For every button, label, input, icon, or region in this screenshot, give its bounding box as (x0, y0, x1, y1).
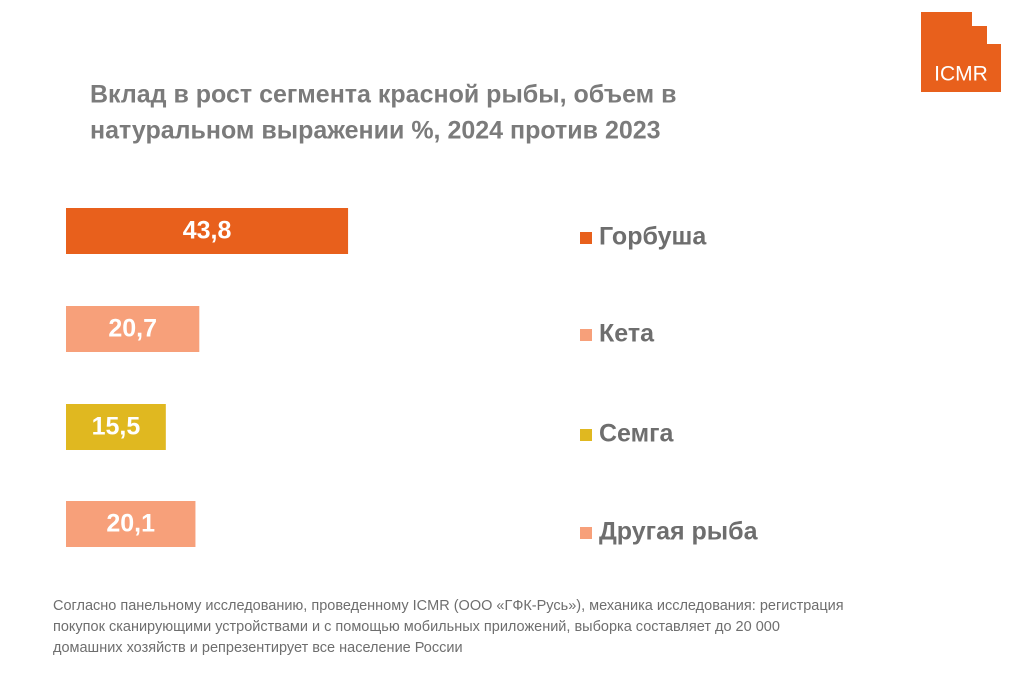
legend-label: Кета (599, 320, 655, 348)
footnote: покупок сканирующими устройствами и с по… (53, 619, 780, 635)
footnote: Согласно панельному исследованию, провед… (53, 598, 844, 614)
legend-marker (580, 527, 592, 539)
bar (66, 404, 166, 450)
logo-shape (987, 12, 1001, 44)
legend-marker (580, 232, 592, 244)
chart-title: Вклад в рост сегмента красной рыбы, объе… (90, 81, 676, 109)
value-label: 20,7 (108, 315, 157, 343)
bar (66, 208, 349, 254)
chart-title: натуральном выражении %, 2024 против 202… (90, 117, 661, 145)
legend-label: Другая рыба (599, 518, 759, 546)
legend-marker (580, 329, 592, 341)
legend-label: Семга (599, 420, 675, 448)
legend-marker (580, 429, 592, 441)
legend-label: Горбуша (599, 223, 707, 251)
value-label: 15,5 (92, 413, 141, 441)
footnote: домашних хозяйств и репрезентирует все н… (53, 640, 463, 656)
value-label: 43,8 (183, 217, 232, 245)
bar (66, 306, 200, 352)
logo: ICMR (921, 12, 1001, 92)
logo-shape (972, 26, 987, 44)
bar (66, 501, 196, 547)
logo-text: ICMR (934, 63, 988, 86)
value-label: 20,1 (106, 510, 155, 538)
